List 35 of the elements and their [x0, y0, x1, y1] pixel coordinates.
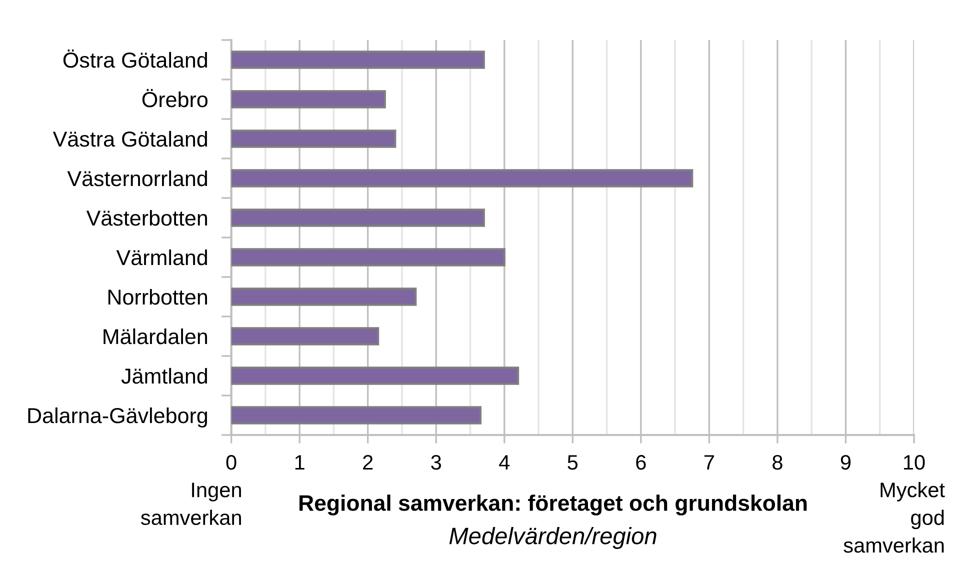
- y-tick-label: Västernorrland: [67, 170, 208, 186]
- x-tick-label: 2: [363, 454, 373, 470]
- text: Regional samverkan: företaget och grundskolan: [300, 494, 807, 516]
- bar: [231, 248, 506, 266]
- bar: [231, 169, 694, 188]
- x-tick-label: 8: [772, 454, 782, 470]
- bar: [231, 406, 482, 424]
- y-tick-label: Norrbotten: [108, 288, 207, 305]
- x-tick-label: 5: [568, 455, 578, 470]
- y-tick-label: Västra Götaland: [52, 130, 208, 147]
- bar: [231, 208, 485, 227]
- bar: [231, 288, 417, 306]
- text: Mycket god samverkan: [844, 482, 945, 553]
- x-tick-label: 0: [226, 454, 236, 470]
- bar: [231, 366, 520, 385]
- x-tick-label: 9: [840, 454, 851, 470]
- bar: [231, 327, 380, 346]
- y-tick-label: Örebro: [142, 89, 208, 108]
- x-tick-label: 3: [431, 454, 441, 470]
- x-tick-label: 4: [499, 455, 510, 470]
- y-tick-label: Dalarna-Gävleborg: [28, 407, 208, 428]
- bar: [231, 130, 396, 148]
- y-tick-label: Mälardalen: [104, 328, 207, 344]
- bar: [231, 90, 386, 108]
- y-tick-label: Värmland: [116, 249, 207, 266]
- text: Ingen samverkan: [141, 482, 241, 526]
- text: Medelvärden/region: [449, 526, 656, 550]
- y-tick-label: Östra Götaland: [63, 50, 208, 68]
- x-tick-label: 10: [904, 454, 925, 470]
- y-tick-label: Jämtland: [121, 368, 207, 384]
- x-tick-label: 1: [295, 455, 304, 470]
- bar: [231, 50, 485, 69]
- x-tick-label: 7: [704, 455, 714, 470]
- x-tick-label: 6: [636, 454, 646, 470]
- y-tick-label: Västerbotten: [86, 210, 207, 226]
